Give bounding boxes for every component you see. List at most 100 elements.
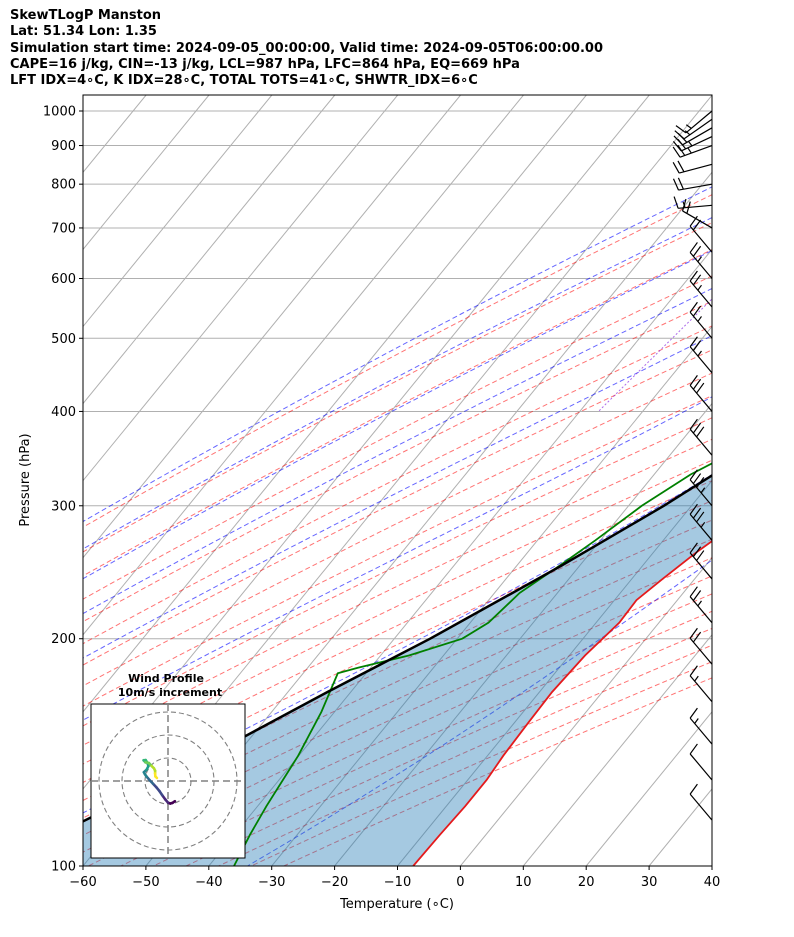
isotherm [208,248,712,866]
barb-staff [678,183,713,191]
y-tick-label: 400 [51,405,76,420]
barb-staff [689,252,713,279]
wind-barb [689,242,713,279]
dry-adiabat [83,417,712,727]
barb-flag [689,783,698,795]
barb-flag [689,542,698,554]
barb-flag [672,161,680,174]
wind-barb [689,301,713,339]
x-tick-label: 20 [578,875,595,890]
wind-barb [689,542,713,580]
wind-barb [689,665,713,703]
wind-barb [689,503,713,541]
barb-flag [692,305,702,317]
barb-half-flag [687,147,692,154]
barb-staff [689,225,713,253]
barb-staff [689,753,713,781]
barb-flag [689,215,698,227]
barb-flag [692,422,702,434]
barb-flag [689,743,698,755]
hodo-segment [154,775,159,780]
isotherm [271,325,712,866]
x-tick-label: −50 [132,875,159,890]
barb-staff [679,144,713,158]
y-tick-label: 1000 [43,104,76,119]
wind-barb [689,469,713,507]
wind-barb [689,586,713,624]
isotherm [648,788,712,866]
x-tick-label: 40 [704,875,721,890]
barb-flag [689,665,698,677]
dry-adiabat [83,222,712,553]
wind-barb [673,196,713,209]
y-tick-label: 500 [51,332,76,347]
indices-text-2: LFT IDX=4∘C, K IDX=28∘C, TOTAL TOTS=41∘C… [10,73,478,89]
wind-barbs [672,110,713,821]
barb-flag [681,198,687,212]
x-tick-label: −20 [321,875,348,890]
barb-flag [692,219,702,231]
barb-flag [689,707,698,719]
isotherm [83,95,273,328]
barb-flag [689,375,698,386]
barb-staff [683,118,713,140]
barb-flag [692,473,702,484]
isotherm [83,95,210,251]
x-tick-label: −10 [384,875,411,890]
isotherm [460,556,712,866]
inset-body [91,704,245,858]
barb-flag [689,627,698,639]
wind-barb [681,198,713,229]
barb-flag [692,590,702,601]
wind-barb [689,743,713,781]
x-tick-label: −60 [69,875,96,890]
dewpoint-line [233,462,712,866]
x-tick-label: −30 [258,875,285,890]
barb-flag [689,301,698,313]
barb-staff [679,163,713,174]
barb-staff [685,110,713,134]
y-tick-label: 200 [51,632,76,647]
barb-staff [689,552,713,580]
wind-barb [689,215,713,253]
barb-flag [673,196,679,209]
moist-adiabat [83,186,712,523]
dry-adiabat [83,519,712,819]
barb-flag [677,133,688,143]
time-text: Simulation start time: 2024-09-05_00:00:… [10,40,603,56]
barb-staff [689,637,713,665]
barb-flag [689,270,698,282]
barb-flag [696,477,705,488]
barb-flag [692,274,702,286]
wind-barb [689,707,713,745]
barb-half-flag [700,521,706,528]
wind-barb [675,110,713,134]
moist-adiabat [83,216,712,550]
barb-flag [689,242,698,253]
barb-staff [689,428,713,456]
isotherm [83,95,462,559]
isotherm [83,95,524,636]
barb-staff [689,346,713,374]
barb-flag [692,507,702,519]
dry-adiabat [83,372,712,687]
wind-barb [672,144,713,158]
barb-half-flag [697,256,702,262]
barb-flag [677,144,686,156]
barb-flag [677,177,684,190]
barb-flag [692,546,702,558]
isotherm [522,633,712,866]
location-text: Lat: 51.34 Lon: 1.35 [10,24,157,40]
barb-flag [692,631,702,643]
barb-flag [696,426,705,438]
isotherm [334,402,712,866]
dry-adiabat [83,275,712,600]
wind-barb [689,783,713,821]
isotherm [83,95,336,405]
barb-flag [692,245,702,257]
isotherm [83,95,84,97]
wind-barb [689,627,713,665]
y-axis-title: Pressure (hPa) [18,433,33,526]
barb-half-flag [694,718,699,724]
